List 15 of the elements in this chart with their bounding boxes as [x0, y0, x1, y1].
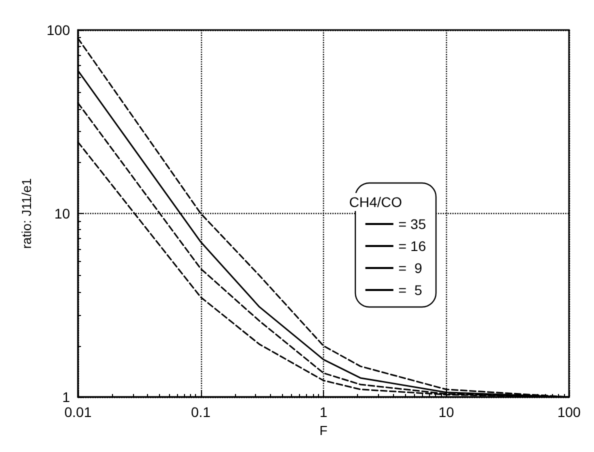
x-tick-label: 0.01	[64, 404, 92, 420]
legend-title: CH4/CO	[349, 194, 402, 210]
y-tick-label: 100	[46, 22, 70, 38]
legend-label: = 35	[398, 216, 426, 232]
y-tick-label: 1	[62, 389, 70, 405]
x-tick-label: 0.1	[191, 404, 211, 420]
y-axis-title: ratio: J11/e1	[19, 178, 34, 249]
legend-label: = 5	[398, 282, 422, 298]
x-tick-label: 10	[438, 404, 454, 420]
x-tick-label: 100	[557, 404, 581, 420]
legend-label: = 9	[398, 260, 422, 276]
x-tick-label: 1	[320, 404, 328, 420]
y-tick-label: 10	[54, 206, 70, 222]
x-axis-title: F	[320, 422, 328, 438]
legend-label: = 16	[398, 238, 426, 254]
